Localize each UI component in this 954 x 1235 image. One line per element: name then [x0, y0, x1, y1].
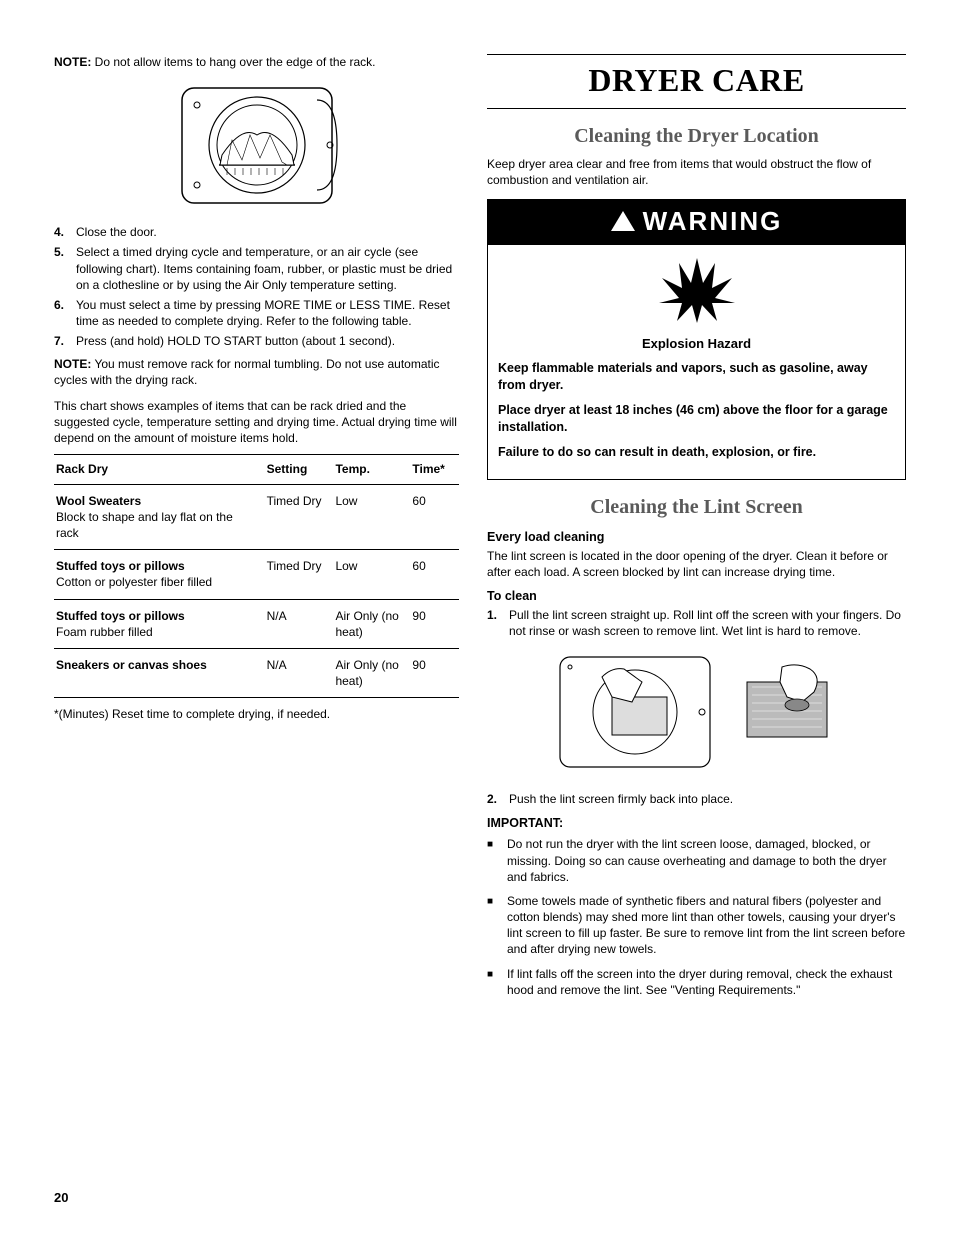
- section-title-dryer-care: DRYER CARE: [487, 54, 906, 109]
- clean-step-2: 2.Push the lint screen firmly back into …: [487, 791, 906, 807]
- step-4: 4.Close the door.: [54, 224, 459, 240]
- step-7: 7.Press (and hold) HOLD TO START button …: [54, 333, 459, 349]
- warning-body: Explosion Hazard Keep flammable material…: [488, 329, 905, 479]
- th-setting: Setting: [265, 455, 334, 484]
- note-label-2: NOTE:: [54, 357, 91, 371]
- rack-dry-table: Rack Dry Setting Temp. Time* Wool Sweate…: [54, 454, 459, 698]
- important-bullets: ■Do not run the dryer with the lint scre…: [487, 836, 906, 998]
- every-load-text: The lint screen is located in the door o…: [487, 548, 906, 580]
- table-row: Stuffed toys or pillowsFoam rubber fille…: [54, 599, 459, 648]
- bullet-icon: ■: [487, 836, 507, 852]
- instruction-steps: 4.Close the door. 5.Select a timed dryin…: [54, 224, 459, 349]
- list-item: ■Some towels made of synthetic fibers an…: [487, 893, 906, 958]
- subsection-cleaning-location: Cleaning the Dryer Location: [487, 123, 906, 150]
- warning-header: WARNING: [488, 200, 905, 245]
- page-number: 20: [54, 1189, 68, 1207]
- table-footnote: *(Minutes) Reset time to complete drying…: [54, 706, 459, 722]
- clean-steps-2: 2.Push the lint screen firmly back into …: [487, 791, 906, 807]
- note-rack-edge: NOTE: Do not allow items to hang over th…: [54, 54, 459, 70]
- table-row: Stuffed toys or pillowsCotton or polyest…: [54, 550, 459, 599]
- lint-screen-illustration: [487, 647, 906, 777]
- explosion-icon: [488, 245, 905, 329]
- table-row: Sneakers or canvas shoes N/A Air Only (n…: [54, 648, 459, 697]
- to-clean-heading: To clean: [487, 588, 906, 605]
- table-row: Wool SweatersBlock to shape and lay flat…: [54, 484, 459, 550]
- note-remove-rack: NOTE: You must remove rack for normal tu…: [54, 356, 459, 388]
- note-label: NOTE:: [54, 55, 91, 69]
- th-temp: Temp.: [333, 455, 410, 484]
- note-text: Do not allow items to hang over the edge…: [91, 55, 375, 69]
- step-6: 6.You must select a time by pressing MOR…: [54, 297, 459, 329]
- warning-p1: Keep flammable materials and vapors, suc…: [498, 360, 895, 394]
- step-5: 5.Select a timed drying cycle and temper…: [54, 244, 459, 293]
- warning-label: WARNING: [643, 204, 783, 239]
- bullet-icon: ■: [487, 966, 507, 982]
- dryer-rack-svg: [172, 80, 342, 210]
- th-rackdry: Rack Dry: [54, 455, 265, 484]
- left-column: NOTE: Do not allow items to hang over th…: [54, 54, 459, 1006]
- clean-step-1: 1.Pull the lint screen straight up. Roll…: [487, 607, 906, 639]
- warning-p2: Place dryer at least 18 inches (46 cm) a…: [498, 402, 895, 436]
- right-column: DRYER CARE Cleaning the Dryer Location K…: [487, 54, 906, 1006]
- important-label: IMPORTANT:: [487, 815, 906, 832]
- manual-page: NOTE: Do not allow items to hang over th…: [0, 0, 954, 1235]
- note-text-2: You must remove rack for normal tumbling…: [54, 357, 440, 387]
- hazard-title: Explosion Hazard: [498, 335, 895, 353]
- two-column-layout: NOTE: Do not allow items to hang over th…: [54, 54, 906, 1006]
- th-time: Time*: [410, 455, 459, 484]
- warning-box: WARNING Explosion Hazard Keep flammable …: [487, 199, 906, 480]
- clean-steps: 1.Pull the lint screen straight up. Roll…: [487, 607, 906, 639]
- lint-screen-svg: [552, 647, 842, 777]
- warning-p3: Failure to do so can result in death, ex…: [498, 444, 895, 461]
- every-load-heading: Every load cleaning: [487, 529, 906, 546]
- warning-triangle-icon: [611, 211, 635, 231]
- dryer-rack-illustration: [54, 80, 459, 210]
- list-item: ■If lint falls off the screen into the d…: [487, 966, 906, 998]
- chart-intro: This chart shows examples of items that …: [54, 398, 459, 447]
- bullet-icon: ■: [487, 893, 507, 909]
- list-item: ■Do not run the dryer with the lint scre…: [487, 836, 906, 885]
- cleaning-location-text: Keep dryer area clear and free from item…: [487, 156, 906, 188]
- subsection-lint-screen: Cleaning the Lint Screen: [487, 494, 906, 521]
